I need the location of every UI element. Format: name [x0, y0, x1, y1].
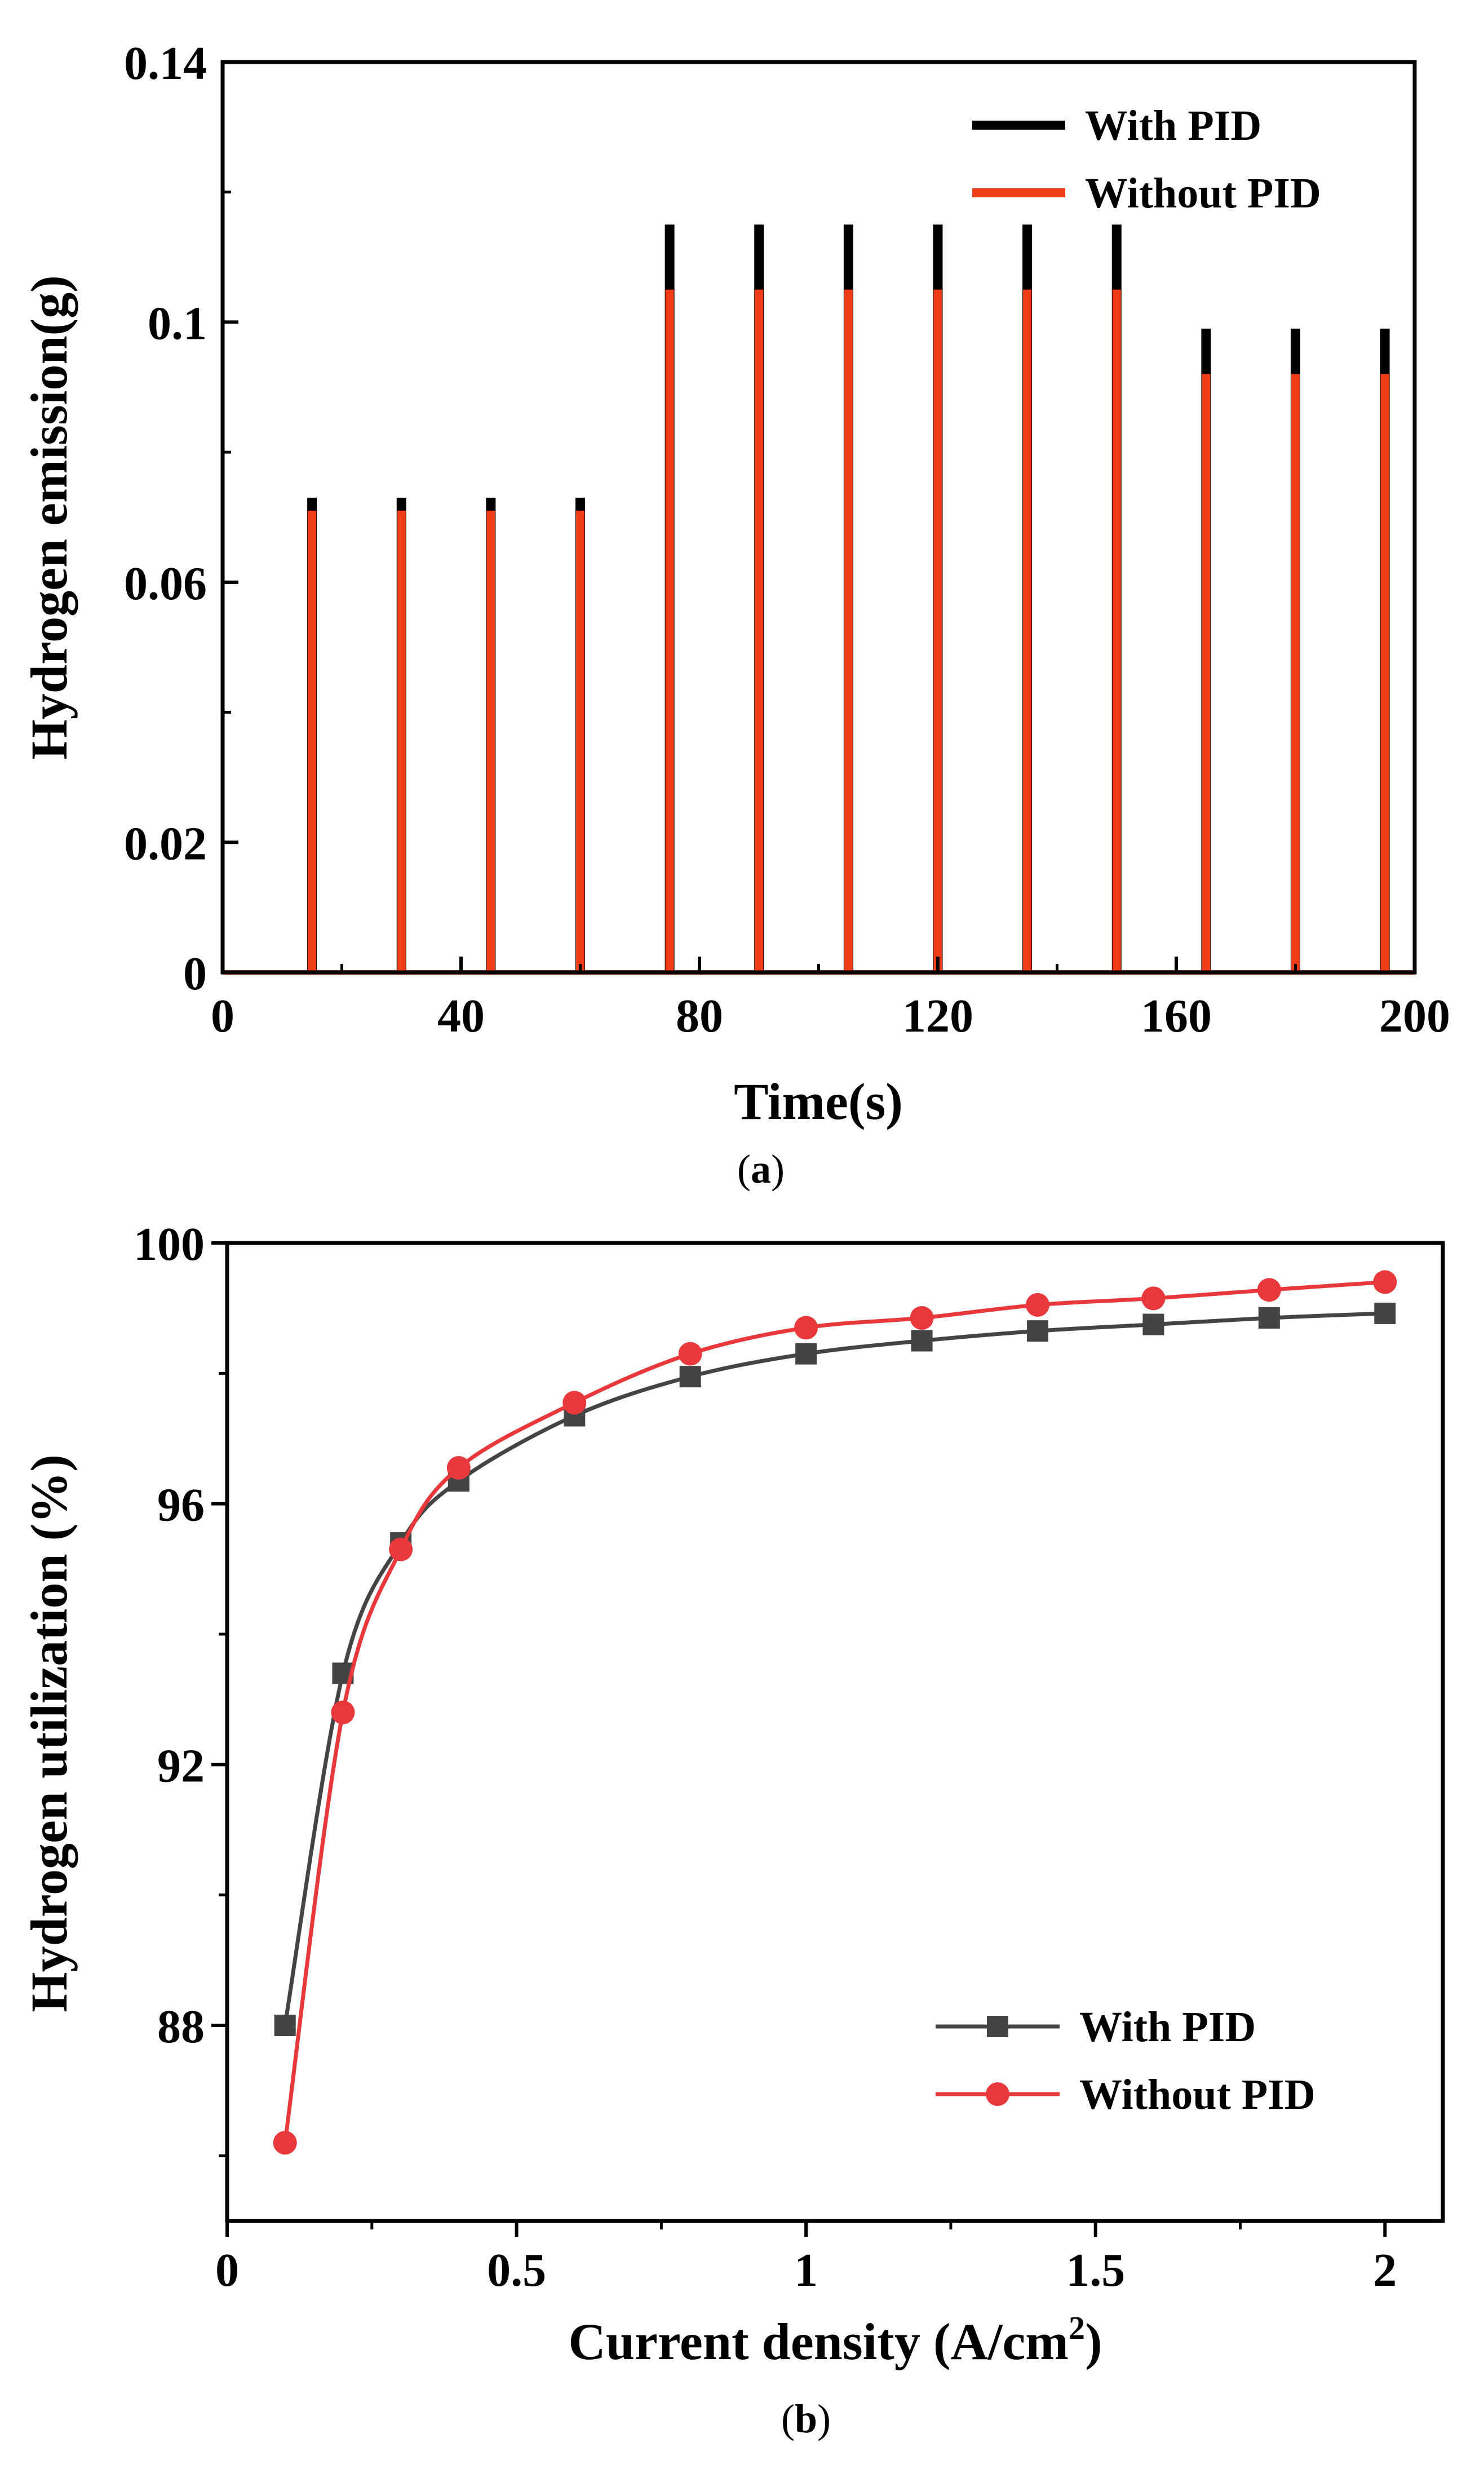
panel-a-y-tick-label: 0.1: [148, 297, 207, 349]
panel-b-series-with-pid: [274, 1303, 1396, 2036]
panel-a-x-tick-label: 40: [437, 990, 485, 1042]
panel-b-point-without-pid: [1026, 1293, 1049, 1317]
panel-a-y-axis-title: Hydrogen emission(g): [20, 275, 78, 760]
panel-a-y-tick-label: 0.06: [124, 557, 207, 610]
panel-b-point-without-pid: [1257, 1278, 1281, 1302]
panel-b-point-with-pid: [911, 1330, 933, 1352]
panel-b-line-with-pid: [285, 1313, 1385, 2025]
panel-a-pulse-without-pid: [1381, 374, 1389, 972]
panel-b-x-axis-title-sup: 2: [1069, 2309, 1085, 2346]
panel-b-point-without-pid: [273, 2131, 297, 2154]
panel-a-pulse-without-pid: [1023, 290, 1031, 972]
panel-b-x-tick-label: 1.5: [1066, 2244, 1125, 2297]
panel-a-x-tick-label: 0: [211, 990, 234, 1042]
panel-a-pulse-without-pid: [308, 511, 316, 972]
panel-a-legend-label: Without PID: [1085, 170, 1321, 217]
panel-b-x-axis-title: Current density (A/cm2): [568, 2309, 1102, 2370]
panel-a-series-without-pid: [223, 290, 1415, 972]
panel-a-caption-letter: a: [751, 1147, 771, 1192]
panel-a-caption: (a): [737, 1147, 785, 1192]
panel-a-legend: With PID Without PID: [972, 102, 1321, 217]
panel-b-legend-marker: [986, 2082, 1009, 2106]
panel-b-caption: (b): [781, 2396, 831, 2441]
panel-b-x-tick-label: 0.5: [487, 2244, 546, 2297]
panel-b-y-tick-label: 96: [157, 1479, 205, 1532]
panel-b-point-with-pid: [680, 1366, 701, 1387]
panel-a-y-tick-label: 0.02: [124, 817, 207, 870]
panel-a-pulse-without-pid: [844, 290, 853, 972]
panel-b-x-tick-label: 2: [1373, 2244, 1397, 2297]
panel-b-y-axis-title: Hydrogen utilization (%): [20, 1454, 78, 2012]
panel-a-pulse-without-pid: [397, 511, 406, 972]
panel-a-pulse-without-pid: [1202, 374, 1210, 972]
panel-b-point-with-pid: [274, 2015, 296, 2036]
panel-b-x-axis-title-main: Current density (A/cm: [568, 2313, 1069, 2370]
panel-b-x-tick-label: 0: [215, 2244, 239, 2297]
panel-a-pulse-without-pid: [576, 511, 584, 972]
panel-b-legend-marker: [987, 2016, 1008, 2037]
panel-a-x-tick-label: 120: [902, 990, 973, 1042]
panel-a-y-tick-label: 0.14: [124, 37, 207, 90]
panel-a-pulse-without-pid: [666, 290, 674, 972]
panel-b-point-with-pid: [1142, 1314, 1164, 1335]
panel-a-pulse-without-pid: [755, 290, 763, 972]
panel-b-legend: With PID Without PID: [936, 2003, 1315, 2118]
panel-b-y-tick-label: 92: [157, 1740, 205, 1792]
panel-b-caption-letter: b: [795, 2396, 817, 2441]
panel-b-point-without-pid: [447, 1456, 471, 1480]
panel-b-point-with-pid: [795, 1343, 817, 1365]
panel-b-point-without-pid: [794, 1316, 818, 1339]
panel-b-point-without-pid: [1373, 1270, 1397, 1294]
figure: 0 40 80 120 160 20000.020.060.10.14 Time(s) H…: [0, 0, 1484, 2469]
panel-a-pulse-without-pid: [934, 290, 942, 972]
panel-b-x-tick-label: 1: [794, 2244, 818, 2297]
panel-b-y-tick-label: 100: [134, 1218, 205, 1271]
panel-a-y-tick-label: 0: [183, 948, 207, 1000]
panel-b-legend-label: Without PID: [1079, 2071, 1315, 2118]
panel-b-point-without-pid: [331, 1701, 355, 1724]
panel-a-pulse-without-pid: [1291, 374, 1300, 972]
panel-b-point-with-pid: [1259, 1307, 1280, 1329]
panel-a-pulse-without-pid: [1113, 290, 1121, 972]
panel-b-point-without-pid: [679, 1342, 702, 1366]
panel-a-x-axis-title: Time(s): [734, 1073, 903, 1130]
panel-a-x-tick-label: 160: [1141, 990, 1212, 1042]
panel-b-point-without-pid: [1141, 1286, 1165, 1310]
panel-b-chart: 0 0.5 1 1.5 2 88 92 96 100 Current density (A/cm…: [20, 1218, 1443, 2441]
panel-a-pulse-without-pid: [486, 511, 495, 972]
panel-b-point-without-pid: [562, 1391, 586, 1414]
panel-a-x-tick-label: 80: [676, 990, 723, 1042]
panel-b-y-tick-label: 88: [157, 2001, 205, 2053]
panel-b-x-axis-title-tail: ): [1085, 2313, 1102, 2370]
panel-a-chart: 0 40 80 120 160 200 0 0.02 0.06 0.1 0.14 Time(s) H…: [20, 37, 1450, 1192]
panel-b-legend-label: With PID: [1079, 2003, 1256, 2051]
panel-a-legend-label: With PID: [1085, 102, 1261, 149]
panel-b-point-with-pid: [1027, 1320, 1048, 1342]
panel-b-point-with-pid: [1374, 1303, 1396, 1324]
panel-b-point-without-pid: [389, 1538, 413, 1561]
panel-a-x-tick-label: 200: [1379, 990, 1450, 1042]
panel-b-point-without-pid: [910, 1306, 934, 1330]
